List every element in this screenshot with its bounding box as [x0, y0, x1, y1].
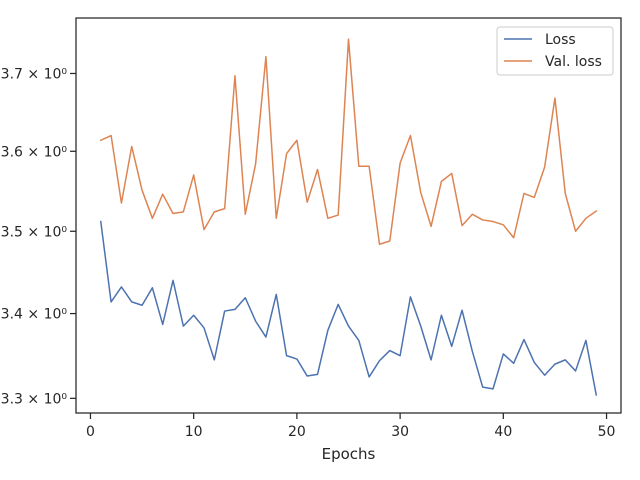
y-tick-label: 3.3 × 10⁰ — [1, 391, 68, 407]
x-tick-label: 50 — [598, 424, 616, 440]
y-tick-label: 3.4 × 10⁰ — [1, 307, 68, 323]
y-tick-label: 3.5 × 10⁰ — [1, 224, 68, 240]
y-tick-label: 3.7 × 10⁰ — [1, 66, 68, 82]
x-tick-label: 30 — [391, 424, 409, 440]
series-line-2 — [99, 38, 598, 246]
series-line-1 — [99, 220, 598, 396]
x-tick-label: 10 — [185, 424, 203, 440]
legend-entry-label: Val. loss — [545, 54, 602, 70]
y-tick-label: 3.6 × 10⁰ — [1, 144, 68, 160]
x-tick-label: 40 — [494, 424, 512, 440]
x-tick-label: 0 — [86, 424, 95, 440]
x-tick-label: 20 — [288, 424, 306, 440]
x-axis-label: Epochs — [322, 445, 376, 463]
x-axis: 0 10 20 30 40 50 — [86, 413, 615, 440]
legend: Loss Val. loss — [496, 26, 614, 76]
plot-frame — [75, 17, 622, 414]
legend-entry-label: Loss — [545, 32, 576, 48]
plot-lines — [99, 38, 598, 396]
y-axis: 3.3 × 10⁰ 3.4 × 10⁰ 3.5 × 10⁰ 3.6 × 10⁰ 3.7 … — [1, 66, 76, 407]
